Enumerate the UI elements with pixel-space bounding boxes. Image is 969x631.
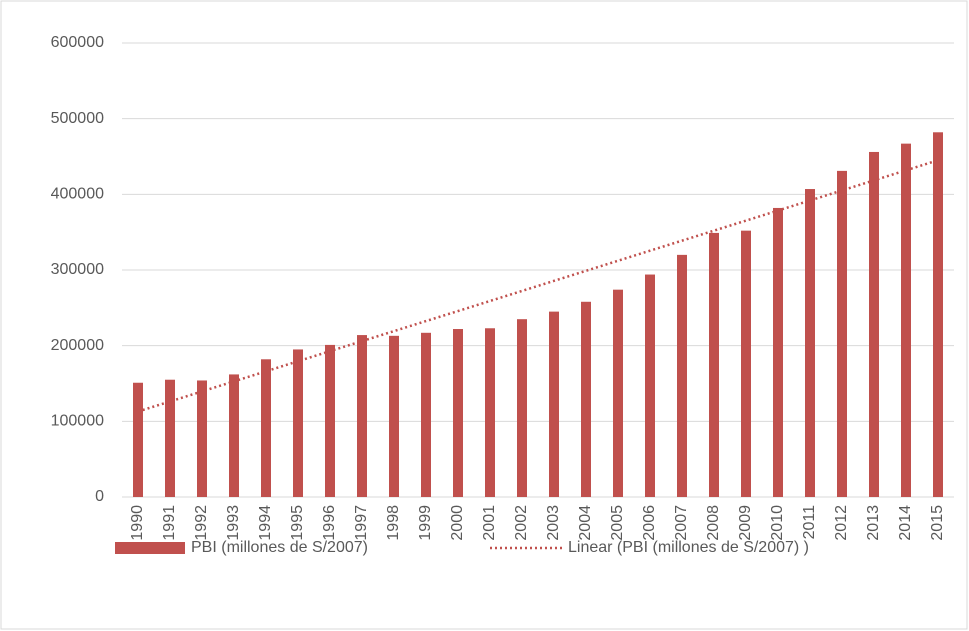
bar xyxy=(645,274,655,497)
y-tick-label: 100000 xyxy=(51,413,104,430)
x-tick-label: 1999 xyxy=(417,505,434,541)
bar xyxy=(869,151,879,497)
x-tick-label: 1996 xyxy=(321,505,338,541)
x-tick-label: 2013 xyxy=(865,505,882,541)
bar xyxy=(293,349,303,497)
bar xyxy=(805,189,815,497)
x-tick-label: 1993 xyxy=(225,505,242,541)
bar xyxy=(325,344,335,497)
x-tick-label: 2015 xyxy=(929,505,946,541)
bar xyxy=(773,207,783,497)
bar xyxy=(613,289,623,497)
bar xyxy=(837,170,847,498)
legend-swatch xyxy=(115,542,185,554)
y-tick-label: 200000 xyxy=(51,337,104,354)
x-tick-label: 2014 xyxy=(897,505,914,541)
bar xyxy=(709,232,719,497)
legend-label: PBI (millones de S/2007) xyxy=(191,539,368,556)
x-tick-label: 2008 xyxy=(705,505,722,541)
legend-label: Linear (PBI (millones de S/2007) ) xyxy=(568,539,809,556)
bar xyxy=(517,319,527,497)
x-tick-label: 2000 xyxy=(449,505,466,541)
x-tick-label: 2002 xyxy=(513,505,530,541)
y-tick-label: 600000 xyxy=(51,34,104,51)
bar xyxy=(741,230,751,498)
y-tick-label: 500000 xyxy=(51,110,104,127)
bar xyxy=(933,132,943,497)
bar xyxy=(581,301,591,497)
x-tick-label: 2001 xyxy=(481,505,498,541)
bar xyxy=(261,359,271,497)
x-tick-label: 1995 xyxy=(289,505,306,541)
x-tick-label: 1997 xyxy=(353,505,370,541)
bar xyxy=(389,335,399,497)
x-tick-label: 2012 xyxy=(833,505,850,541)
x-tick-label: 2004 xyxy=(577,505,594,541)
x-tick-label: 2007 xyxy=(673,505,690,541)
bar xyxy=(197,380,207,497)
x-tick-label: 1992 xyxy=(193,505,210,541)
x-tick-label: 2006 xyxy=(641,505,658,541)
bar xyxy=(133,382,143,497)
x-tick-label: 1998 xyxy=(385,505,402,541)
x-tick-label: 1990 xyxy=(129,505,146,541)
bar xyxy=(453,329,463,497)
x-tick-label: 1994 xyxy=(257,505,274,541)
bar xyxy=(165,379,175,497)
y-tick-label: 300000 xyxy=(51,261,104,278)
x-tick-label: 1991 xyxy=(161,505,178,541)
bar xyxy=(357,335,367,497)
x-tick-label: 2010 xyxy=(769,505,786,541)
bar xyxy=(485,328,495,497)
x-tick-label: 2005 xyxy=(609,505,626,541)
bar xyxy=(901,143,911,498)
bar xyxy=(549,311,559,497)
x-tick-label: 2003 xyxy=(545,505,562,541)
bar xyxy=(229,374,239,497)
x-tick-label: 2009 xyxy=(737,505,754,541)
bar xyxy=(421,332,431,497)
x-tick-label: 2011 xyxy=(801,505,818,540)
y-tick-label: 400000 xyxy=(51,186,104,203)
bar xyxy=(677,254,687,497)
y-tick-label: 0 xyxy=(95,488,104,505)
